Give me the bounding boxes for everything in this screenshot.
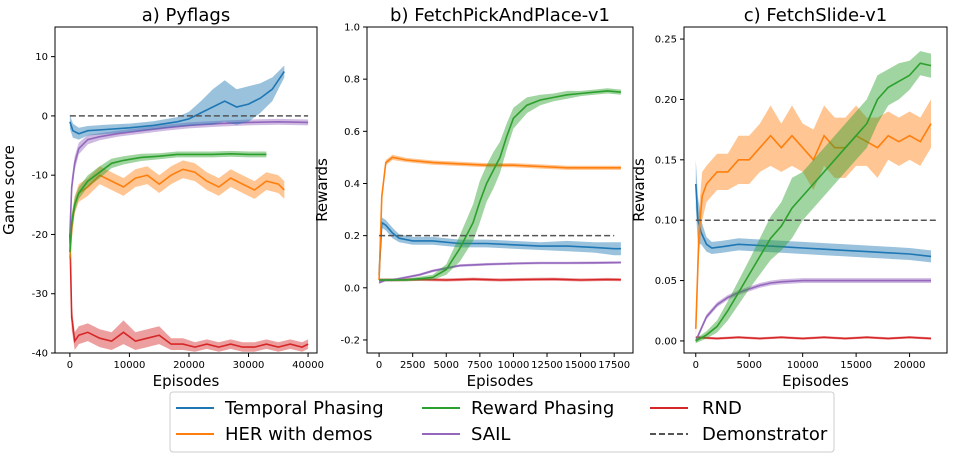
- x-tick-label: 40000: [292, 360, 324, 371]
- y-tick-label: 0.0: [344, 283, 360, 294]
- chart-panel-3: c) FetchSlide-v1 Episodes Rewards 0 5000 1000…: [630, 5, 948, 390]
- series-band-temporal-phasing: [69, 65, 285, 140]
- y-tick-label: 0.25: [655, 35, 677, 46]
- series-line-temporal-phasing: [378, 221, 621, 275]
- plot-frame: [683, 26, 948, 354]
- legend-label-rnd: RND: [702, 398, 742, 419]
- y-tick-label: 10: [35, 52, 48, 63]
- series-layer: [695, 51, 937, 344]
- series-band-rnd: [69, 210, 309, 352]
- y-axis-label: Rewards: [630, 158, 648, 222]
- series-layer: [69, 65, 309, 352]
- legend-label-her-with-demos: HER with demos: [225, 424, 372, 445]
- legend-label-demonstrator: Demonstrator: [702, 424, 828, 445]
- plot-frame: [366, 26, 634, 354]
- x-axis-label: Episodes: [153, 372, 220, 390]
- y-tick-label: 0.2: [344, 231, 360, 242]
- x-tick-label: 5000: [736, 360, 761, 371]
- series-line-reward-phasing: [379, 90, 621, 281]
- x-tick-label: 15000: [565, 360, 597, 371]
- y-tick-label: 1.0: [344, 23, 360, 34]
- y-tick-label: -40: [32, 349, 48, 360]
- chart-title: a) Pyflags: [142, 5, 230, 26]
- chart-panel-2: b) FetchPickAndPlace-v1 Episodes Rewards 0 2…: [313, 5, 634, 390]
- y-tick-label: 0.20: [655, 95, 677, 106]
- x-tick-label: 7500: [467, 360, 492, 371]
- series-line-her-with-demos: [378, 156, 621, 281]
- legend-label-sail: SAIL: [471, 424, 510, 445]
- chart-title: c) FetchSlide-v1: [744, 5, 888, 26]
- x-tick-label: 0: [693, 360, 699, 371]
- y-tick-label: 0.15: [655, 155, 677, 166]
- x-tick-label: 5000: [434, 360, 459, 371]
- series-layer: [378, 88, 621, 284]
- x-tick-label: 10000: [498, 360, 530, 371]
- y-axis-label: Game score: [0, 145, 18, 235]
- x-tick-label: 20000: [173, 360, 205, 371]
- series-line-temporal-phasing: [695, 183, 932, 258]
- x-tick-label: 10000: [114, 360, 146, 371]
- series-line-rnd: [695, 336, 932, 340]
- x-axis-label: Episodes: [467, 372, 534, 390]
- x-tick-label: 30000: [233, 360, 265, 371]
- x-axis-label: Episodes: [782, 372, 849, 390]
- y-tick-label: -30: [32, 289, 48, 300]
- y-axis-label: Rewards: [313, 158, 331, 222]
- chart-title: b) FetchPickAndPlace-v1: [390, 5, 610, 26]
- series-line-rnd: [69, 234, 309, 348]
- x-tick-label: 12500: [531, 360, 563, 371]
- series-line-sail: [695, 279, 931, 342]
- chart-panel-1: a) Pyflags Episodes Game score 0 10000 20000 3…: [0, 5, 324, 390]
- x-tick-label: 17500: [598, 360, 630, 371]
- y-tick-label: -20: [32, 230, 48, 241]
- x-tick-label: 0: [67, 360, 73, 371]
- series-line-reward-phasing: [69, 152, 267, 253]
- series-band-temporal-phasing: [695, 159, 931, 263]
- x-tick-label: 20000: [894, 360, 926, 371]
- y-tick-label: 0.6: [344, 127, 360, 138]
- y-tick-label: -10: [32, 171, 48, 182]
- y-tick-label: 0.8: [344, 75, 360, 86]
- legend-label-temporal-phasing: Temporal Phasing: [224, 398, 384, 419]
- y-tick-label: 0: [42, 111, 48, 122]
- x-tick-label: 0: [376, 360, 382, 371]
- x-tick-label: 2500: [400, 360, 425, 371]
- series-band-temporal-phasing: [379, 217, 621, 280]
- series-line-temporal-phasing: [69, 71, 285, 135]
- y-tick-label: 0.05: [655, 276, 677, 287]
- series-band-reward-phasing: [695, 51, 931, 344]
- x-tick-label: 10000: [787, 360, 819, 371]
- series-band-her-with-demos: [695, 99, 931, 341]
- y-tick-label: -0.2: [340, 335, 360, 346]
- x-tick-label: 15000: [840, 360, 872, 371]
- legend-label-reward-phasing: Reward Phasing: [471, 398, 614, 419]
- series-line-her-with-demos: [695, 123, 932, 329]
- series-line-sail: [69, 120, 309, 235]
- series-band-reward-phasing: [379, 88, 621, 282]
- y-tick-label: 0.10: [655, 216, 677, 227]
- y-tick-label: 0.00: [655, 336, 677, 347]
- legend: Temporal Phasing HER with demos Reward P…: [169, 391, 835, 453]
- plot-frame: [54, 26, 318, 354]
- y-tick-label: 0.4: [344, 179, 360, 190]
- series-line-reward-phasing: [695, 62, 932, 342]
- series-band-reward-phasing: [69, 150, 267, 265]
- series-line-her-with-demos: [69, 168, 285, 259]
